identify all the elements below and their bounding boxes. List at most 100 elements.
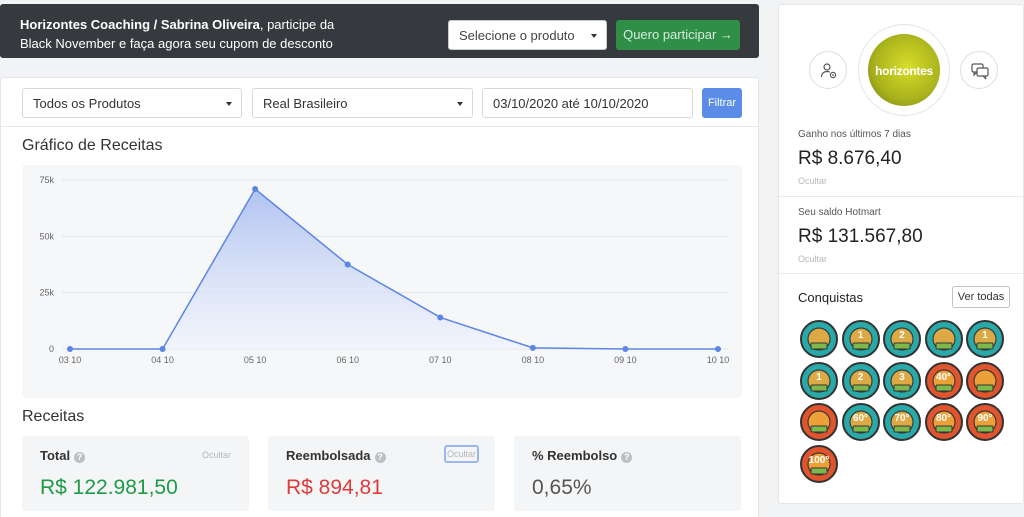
ninja-icon[interactable] [965,361,1005,401]
currency-filter-select[interactable]: Real Brasileiro [252,88,473,118]
data-point[interactable] [437,314,444,321]
filter-bar: Todos os Produtos Real Brasileiro 03/10/… [1,78,758,127]
dashboard-card: Todos os Produtos Real Brasileiro 03/10/… [0,77,759,517]
refund-rate-label: % Reembolso? [532,448,633,463]
help-icon[interactable]: ? [374,452,386,463]
hot-sun-40-icon[interactable]: 40° [924,361,964,401]
x-tick-label: 04 10 [151,355,174,365]
data-point[interactable] [715,346,721,352]
robot-rank-1-icon[interactable]: 1 [799,361,839,401]
robot-rank-2-icon[interactable]: 2 [841,361,881,401]
view-all-achievements-button[interactable]: Ver todas [952,286,1010,308]
date-range-input[interactable]: 03/10/2020 até 10/10/2020 [482,88,693,118]
x-tick-label: 03 10 [59,355,82,365]
divider [779,196,1023,197]
x-tick-label: 06 10 [336,355,359,365]
banner-bold-text: Horizontes Coaching / Sabrina Oliveira [20,17,260,32]
avatar-ring: horizontes [858,24,950,116]
user-gear-icon [820,63,837,79]
revenue-area [70,189,718,349]
y-tick-label: 0 [49,344,54,354]
x-tick-label: 10 10 [707,355,730,365]
hide-earned-button[interactable]: Ocultar [798,176,828,186]
product-select-label: Selecione o produto [459,28,575,43]
help-icon[interactable]: ? [74,452,86,463]
help-icon[interactable]: ? [621,452,633,463]
android-rank-1-icon[interactable]: 1 [965,319,1005,359]
badge-label: 3 [899,371,905,383]
badge-label: 70° [894,413,910,424]
flame-80-icon[interactable]: 80° [924,402,964,442]
flame-60-icon[interactable]: 60° [841,402,881,442]
badge-label: 1 [857,330,864,341]
chat-bubbles-icon [971,63,989,80]
cart-rank-1-icon[interactable]: 1 [841,319,881,359]
refunded-card: Reembolsada? Ocultar R$ 894,81 [268,436,495,511]
refund-rate-value: 0,65% [532,476,592,499]
data-point[interactable] [344,261,351,268]
badge-label: 60° [852,413,869,424]
banner-body-text: , participe da Black November e faça ago… [20,17,335,51]
desert-sun-icon[interactable] [799,402,839,442]
products-filter-select[interactable]: Todos os Produtos [22,88,242,118]
hide-refunded-button[interactable]: Ocultar [443,445,479,463]
y-tick-label: 75k [39,175,54,185]
balance-value: R$ 131.567,80 [798,226,923,247]
banner-text: Horizontes Coaching / Sabrina Oliveira, … [20,15,350,53]
products-filter-label: Todos os Produtos [33,96,141,111]
total-revenue-card: Total? Ocultar R$ 122.981,50 [22,436,249,511]
badge-label: 1 [816,371,822,383]
x-tick-label: 08 10 [522,355,545,365]
account-settings-button[interactable] [809,51,847,89]
refund-rate-label-text: % Reembolso [532,448,618,463]
data-point[interactable] [67,346,73,352]
badge-label: 2 [857,371,864,383]
data-point[interactable] [159,346,166,352]
avatar[interactable]: horizontes [868,34,940,106]
date-range-label: 03/10/2020 até 10/10/2020 [493,96,649,111]
x-tick-label: 07 10 [429,355,452,365]
product-select[interactable]: Selecione o produto [448,20,607,50]
flame-70-icon[interactable]: 70° [882,402,922,442]
refunded-value: R$ 894,81 [286,476,383,499]
cart-rank-2-icon[interactable]: 2 [882,319,922,359]
refund-rate-card: % Reembolso? 0,65% [514,436,741,511]
messages-button[interactable] [960,51,998,89]
refunded-label: Reembolsada? [286,448,386,463]
earned-label: Ganho nos últimos 7 dias [798,129,911,140]
caret-down-icon [226,102,232,106]
refunded-label-text: Reembolsada [286,448,371,463]
currency-filter-label: Real Brasileiro [263,96,348,111]
x-tick-label: 09 10 [614,355,637,365]
trophy-icon[interactable] [924,319,964,359]
badge-label: 2 [899,330,905,341]
y-tick-label: 50k [39,231,54,241]
revenue-line [70,187,718,350]
balance-label: Seu saldo Hotmart [798,207,881,218]
chart-title: Gráfico de Receitas [22,137,163,154]
hide-total-button[interactable]: Ocultar [201,450,231,460]
total-revenue-label: Total? [40,448,86,463]
flame-90-icon[interactable]: 90° [965,402,1005,442]
revenue-section-title: Receitas [22,408,85,425]
total-revenue-value: R$ 122.981,50 [40,476,178,499]
badge-label: 1 [982,330,988,341]
revenue-chart: 0 25k 50k 75k 03 10 04 10 05 10 06 10 07 10 08 1… [22,165,742,398]
earned-value: R$ 8.676,40 [798,148,902,169]
badge-label: 40° [935,371,952,383]
y-tick-label: 25k [39,288,54,298]
divider [779,273,1023,274]
data-point[interactable] [252,186,259,193]
hide-balance-button[interactable]: Ocultar [798,254,828,264]
data-point[interactable] [622,346,629,352]
promo-banner: Horizontes Coaching / Sabrina Oliveira, … [0,4,759,58]
robot-rank-3-icon[interactable]: 3 [882,361,922,401]
participate-button[interactable]: Quero participar → [616,20,740,50]
achievements-title: Conquistas [798,290,864,305]
flame-100-icon[interactable]: 100° [799,444,839,484]
certificate-check-icon[interactable] [799,319,839,359]
filter-button[interactable]: Filtrar [702,88,742,118]
badge-label: 90° [977,413,993,424]
total-label-text: Total [40,448,71,463]
data-point[interactable] [529,344,536,351]
